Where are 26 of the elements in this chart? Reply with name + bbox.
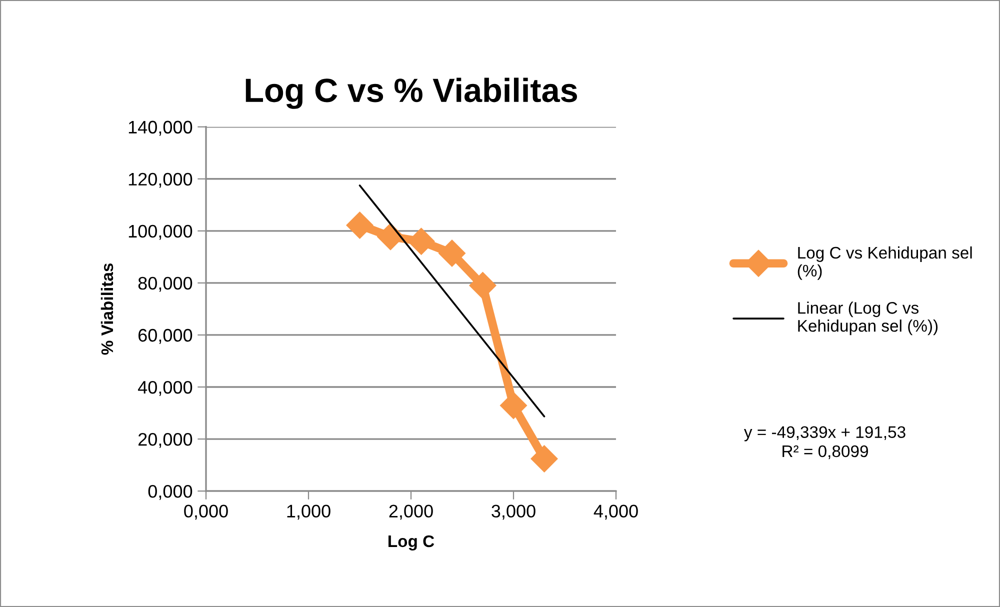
x-tick-label: 4,000 — [594, 504, 638, 520]
legend-label: Linear (Log C vs Kehidupan sel (%)) — [798, 302, 938, 336]
point — [377, 223, 404, 250]
y-tick-label: 100,000 — [128, 224, 192, 240]
point — [500, 392, 527, 419]
y-tick-label: 140,000 — [128, 120, 192, 136]
y-tick-label: 80,000 — [138, 276, 192, 292]
legend-label: Log C vs Kehidupan sel (%) — [798, 246, 972, 280]
point — [469, 272, 496, 300]
chart-title: Log C vs % Viabilitas — [246, 78, 577, 109]
point — [530, 445, 558, 472]
y-tick-label: 60,000 — [138, 328, 192, 344]
x-axis-title: Log C — [388, 535, 434, 551]
x-tick-label: 1,000 — [287, 504, 330, 520]
x-tick-label: 2,000 — [389, 504, 433, 520]
x-tick-label: 3,000 — [492, 504, 536, 520]
text: y = -49,339x + 191,53 R² = 0,8099 — [744, 426, 906, 460]
y-tick-label: 0,000 — [148, 484, 192, 500]
point — [408, 228, 435, 255]
y-tick-label: 40,000 — [138, 380, 192, 396]
point — [346, 212, 374, 239]
y-axis-title: % Viabilitas — [100, 263, 114, 355]
point — [438, 240, 466, 267]
x-tick-label: 0,000 — [184, 504, 228, 520]
y-tick-label: 20,000 — [138, 432, 192, 448]
y-tick-label: 120,000 — [128, 172, 192, 188]
